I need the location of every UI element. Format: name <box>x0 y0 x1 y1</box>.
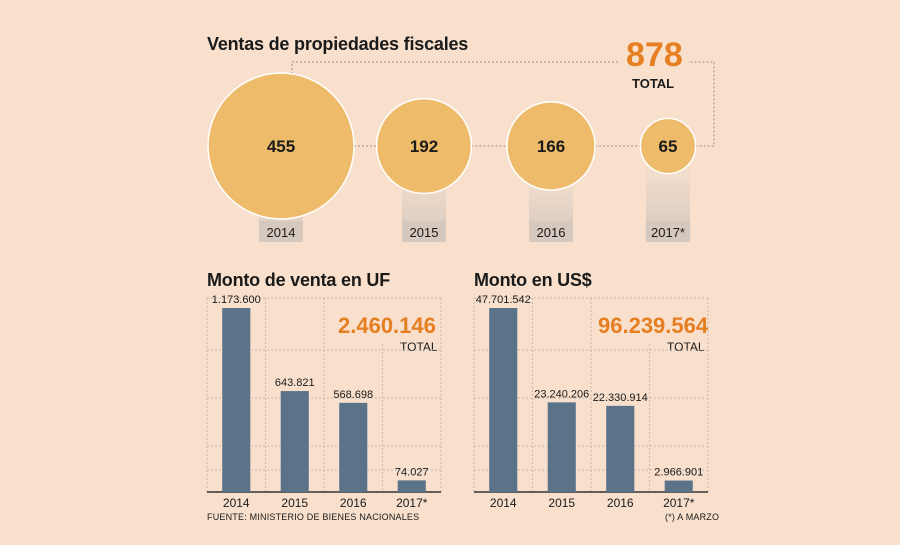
year-box <box>646 221 690 242</box>
bar-value-label: 1.173.600 <box>212 294 261 306</box>
x-tick-label: 2015 <box>281 496 308 510</box>
source-note: FUENTE: MINISTERIO DE BIENES NACIONALES <box>207 512 420 522</box>
bubble-value-label: 455 <box>267 137 295 156</box>
bar-2016 <box>339 402 368 492</box>
bar-2014 <box>489 308 518 492</box>
footnote-marzo: (*) A MARZO <box>665 512 720 522</box>
usd-title: Monto en US$ <box>474 270 592 290</box>
bar-value-label: 22.330.914 <box>593 392 648 404</box>
x-tick-label: 2015 <box>548 496 575 510</box>
bar-2015 <box>280 391 309 492</box>
bubble-2015 <box>375 97 473 195</box>
bar-value-label: 74.027 <box>395 466 429 478</box>
bubble-2017 <box>639 117 697 175</box>
bubble-value-label: 166 <box>537 137 565 156</box>
uf-title: Monto de venta en UF <box>207 270 391 290</box>
x-tick-label: 2016 <box>607 496 634 510</box>
bar-value-label: 568.698 <box>333 389 373 401</box>
bubble-value-label: 192 <box>410 137 438 156</box>
usd-total-value: 96.239.564 <box>598 313 709 338</box>
bar-value-label: 643.821 <box>275 377 315 389</box>
x-tick-label: 2014 <box>490 496 517 510</box>
bar-value-label: 47.701.542 <box>476 294 531 306</box>
x-tick-label: 2016 <box>340 496 367 510</box>
bar-2016 <box>606 405 635 492</box>
year-box <box>402 221 446 242</box>
bubble-value-label: 65 <box>659 137 678 156</box>
bar-2017 <box>397 480 426 492</box>
x-tick-label: 2017* <box>396 496 428 510</box>
bar-2017 <box>664 480 693 492</box>
x-tick-label: 2014 <box>223 496 250 510</box>
bar-value-label: 2.966.901 <box>654 467 703 479</box>
year-box <box>259 221 303 242</box>
bubble-year-label: 2016 <box>537 225 566 240</box>
total-connector-line <box>688 61 715 147</box>
bubble-year-label: 2015 <box>410 225 439 240</box>
bubbles-title: Ventas de propiedades fiscales <box>207 34 469 54</box>
bubble-year-label: 2017* <box>651 225 685 240</box>
bubbles-total-label: TOTAL <box>632 76 675 91</box>
year-box <box>529 221 573 242</box>
uf-total-value: 2.460.146 <box>338 313 436 338</box>
total-connector-left <box>291 61 620 74</box>
bubble-2016 <box>506 101 596 191</box>
bar-2015 <box>547 402 576 492</box>
bar-2014 <box>222 308 251 492</box>
x-tick-label: 2017* <box>663 496 695 510</box>
bubble-2014 <box>207 72 355 220</box>
bar-value-label: 23.240.206 <box>534 388 589 400</box>
bubbles-total-value: 878 <box>626 36 683 74</box>
bubble-year-label: 2014 <box>267 225 296 240</box>
bubble-chart: 455 2014 192 2015 166 2016 65 2017* <box>207 61 715 242</box>
